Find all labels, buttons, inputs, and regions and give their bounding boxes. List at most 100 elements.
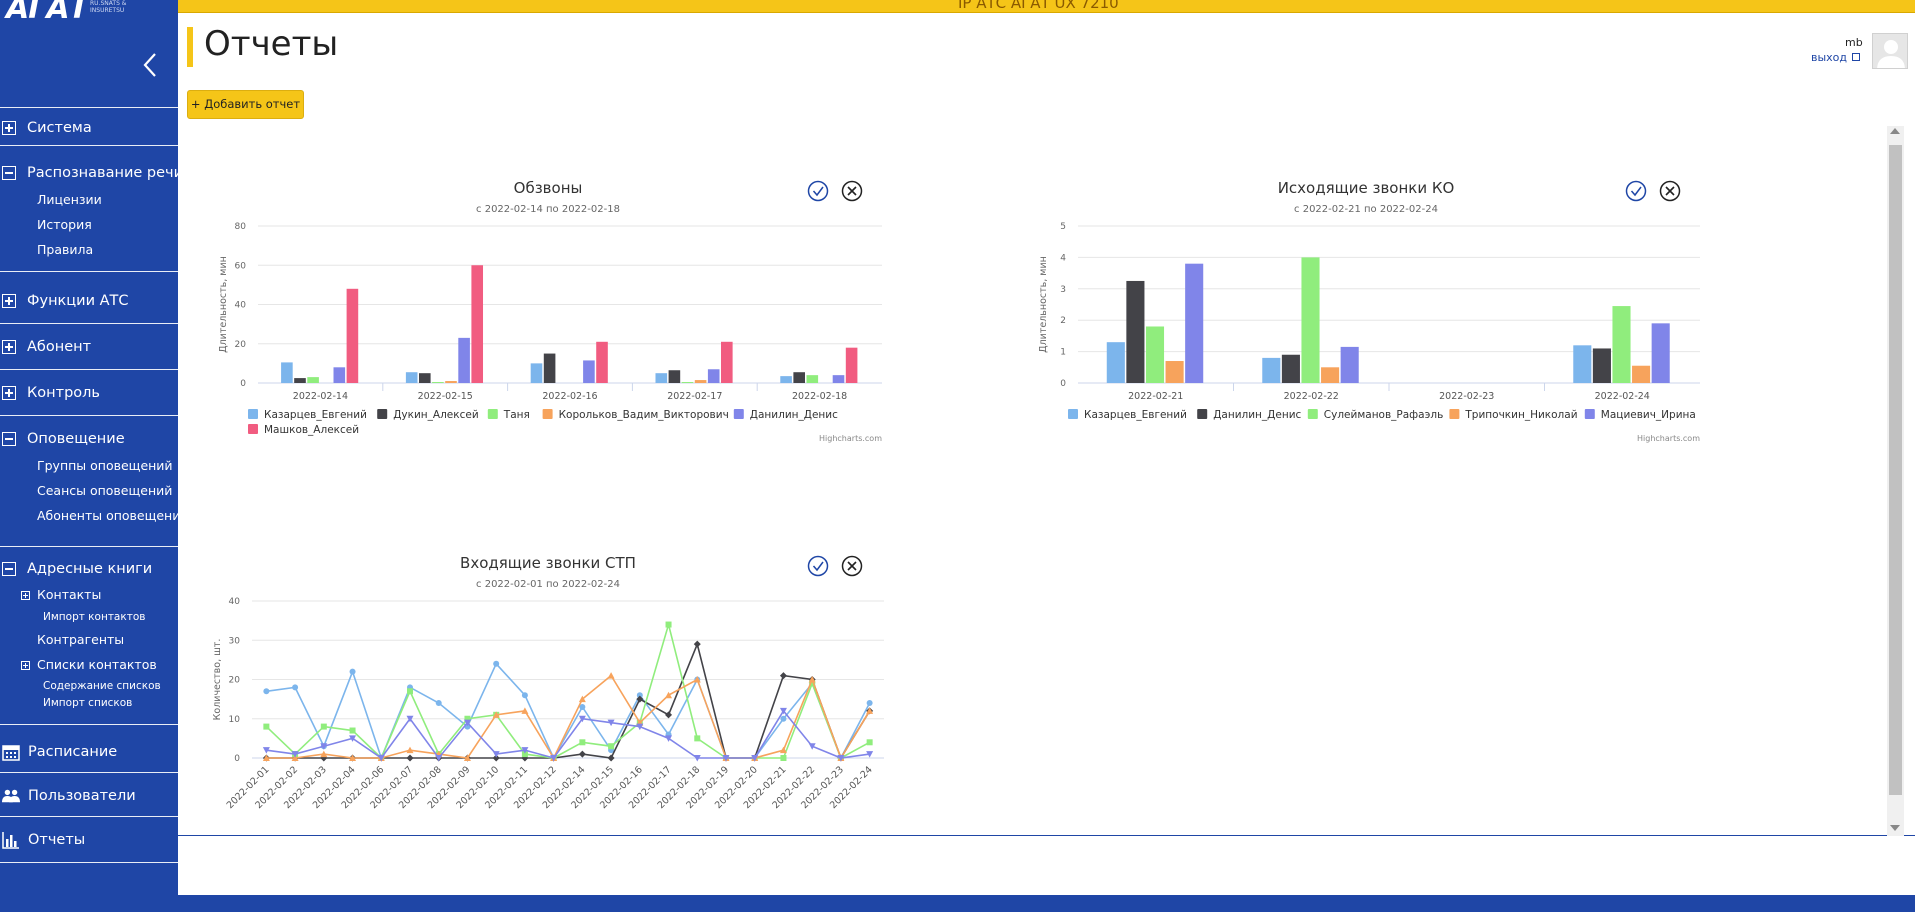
- data-point: [407, 688, 413, 695]
- close-icon[interactable]: [1659, 180, 1681, 202]
- sidebar-item-subscriber[interactable]: Абонент: [0, 336, 178, 358]
- bar: [1106, 342, 1125, 383]
- confirm-icon[interactable]: [807, 180, 829, 202]
- bar: [1340, 346, 1359, 383]
- bar: [1632, 365, 1651, 383]
- sidebar-item-contacts[interactable]: Контакты: [37, 587, 102, 602]
- scroll-down-icon[interactable]: [1890, 825, 1900, 831]
- avatar[interactable]: [1872, 33, 1908, 69]
- bar: [1651, 323, 1670, 383]
- bar: [832, 375, 845, 383]
- data-point: [636, 723, 644, 731]
- x-tick-label: 2022-02-22: [1284, 391, 1339, 402]
- data-point: [665, 735, 673, 742]
- sidebar-item-schedule[interactable]: Расписание: [0, 741, 178, 763]
- user-name: mb: [1845, 36, 1863, 49]
- data-point: [292, 684, 299, 691]
- data-point: [837, 755, 845, 762]
- sidebar-item-pbx-functions[interactable]: Функции АТС: [0, 290, 178, 312]
- legend-label: Казарцев_Евгений: [264, 409, 367, 421]
- sidebar-item-history[interactable]: История: [37, 217, 92, 232]
- sidebar-item-label: Система: [27, 120, 92, 136]
- data-point: [463, 719, 471, 727]
- legend-label: Трипочкин_Николай: [1464, 409, 1577, 421]
- nav-divider: [0, 546, 178, 547]
- nav-divider: [0, 772, 178, 773]
- data-point: [320, 743, 328, 750]
- calendar-icon: [2, 745, 20, 761]
- sidebar-item-contact-lists[interactable]: Списки контактов: [37, 657, 157, 672]
- sidebar-item-speech-recognition[interactable]: Распознавание речи: [0, 162, 183, 184]
- close-icon[interactable]: [841, 180, 863, 202]
- data-point: [780, 715, 787, 722]
- data-point: [607, 754, 615, 762]
- sidebar-item-list-contents[interactable]: Содержание списков: [43, 680, 161, 692]
- logo-text: АГАТ: [6, 0, 89, 26]
- bar: [418, 373, 431, 383]
- data-point: [406, 754, 414, 762]
- chart-subtitle: с 2022-02-14 по 2022-02-18: [476, 204, 620, 215]
- data-point: [492, 711, 500, 718]
- confirm-icon[interactable]: [807, 555, 829, 577]
- close-icon[interactable]: [841, 555, 863, 577]
- data-point: [779, 746, 787, 754]
- bar: [281, 362, 293, 383]
- y-tick-label: 30: [229, 636, 241, 646]
- collapse-sidebar-icon[interactable]: [138, 50, 162, 80]
- logo-subtitle: RU.SNATS & INSURETSU: [90, 0, 127, 14]
- confirm-icon[interactable]: [1625, 180, 1647, 202]
- legend-label: Таня: [503, 409, 530, 421]
- data-point: [608, 743, 615, 750]
- sidebar-item-control[interactable]: Контроль: [0, 382, 178, 404]
- sidebar-item-counterparties[interactable]: Контрагенты: [37, 632, 125, 647]
- data-point: [866, 700, 873, 707]
- close-icon-circle: [841, 555, 863, 577]
- y-axis-label: Длительность, мин: [218, 256, 229, 353]
- expand-icon[interactable]: [21, 661, 30, 670]
- data-point: [521, 707, 529, 714]
- data-point: [866, 751, 874, 758]
- sidebar-item-import-lists[interactable]: Импорт списков: [43, 697, 133, 709]
- expand-icon[interactable]: [21, 591, 30, 600]
- nav-divider: [0, 724, 178, 725]
- sidebar-item-notification-groups[interactable]: Группы оповещений: [37, 458, 173, 473]
- data-point: [607, 719, 615, 727]
- confirm-icon-circle: [807, 180, 829, 202]
- scrollbar-thumb[interactable]: [1889, 145, 1902, 795]
- chart-subtitle: с 2022-02-21 по 2022-02-24: [1294, 204, 1438, 215]
- bar: [655, 373, 668, 383]
- footer-bar: [178, 895, 1915, 912]
- sidebar-item-reports[interactable]: Отчеты: [0, 829, 178, 851]
- bar: [1281, 354, 1300, 383]
- chart-svg: Обзвоны с 2022-02-14 по 2022-02-18 0 20 40 60…: [218, 179, 882, 443]
- sidebar-item-notification[interactable]: Оповещение: [0, 428, 178, 450]
- y-tick-label: 2: [1060, 316, 1066, 326]
- sidebar-item-rules[interactable]: Правила: [37, 242, 94, 257]
- data-point: [550, 755, 558, 762]
- bar: [307, 377, 319, 383]
- data-point: [521, 692, 528, 699]
- scroll-up-icon[interactable]: [1890, 128, 1900, 134]
- sidebar-item-notification-sessions[interactable]: Сеансы оповещений: [37, 483, 173, 498]
- sidebar-item-address-books[interactable]: Адресные книги: [0, 558, 178, 580]
- sidebar-item-system[interactable]: Система: [0, 117, 178, 139]
- bar: [346, 288, 359, 383]
- logout-link[interactable]: выход: [1811, 51, 1848, 64]
- sidebar-item-notification-subscribers[interactable]: Абоненты оповещений: [37, 508, 189, 523]
- bar: [681, 382, 694, 383]
- sidebar-item-users[interactable]: Пользователи: [0, 785, 178, 807]
- bar: [543, 353, 556, 383]
- confirm-icon-circle: [1625, 180, 1647, 202]
- legend-swatch: [248, 409, 258, 419]
- y-tick-label: 80: [235, 222, 247, 232]
- chart-title: Входящие звонки СТП: [460, 554, 636, 572]
- confirm-icon-circle: [807, 555, 829, 577]
- sidebar-item-licenses[interactable]: Лицензии: [37, 192, 102, 207]
- data-point: [262, 747, 270, 754]
- x-tick-label: 2022-02-18: [792, 391, 847, 402]
- add-report-button[interactable]: + Добавить отчет: [187, 90, 304, 119]
- sidebar-item-import-contacts[interactable]: Импорт контактов: [43, 611, 146, 623]
- collapse-icon: [2, 562, 16, 576]
- y-tick-label: 0: [240, 379, 246, 389]
- logout-icon[interactable]: [1852, 53, 1860, 61]
